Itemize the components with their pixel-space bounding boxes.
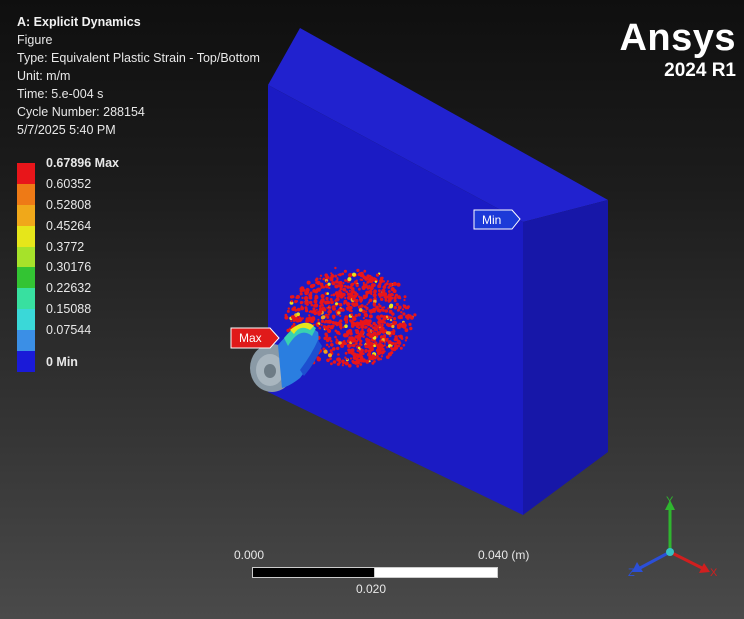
legend-swatch (17, 351, 35, 372)
legend-swatch (17, 288, 35, 310)
legend-label: 0.67896 Max (46, 156, 119, 170)
legend-swatch (17, 163, 35, 184)
legend-label: 0.07544 (46, 323, 92, 338)
info-cycle: Cycle Number: 288154 (17, 105, 145, 119)
legend-swatch (17, 204, 35, 226)
max-probe-label[interactable]: Max (239, 331, 262, 345)
triad-z-label: Z (628, 567, 635, 579)
info-figure: Figure (17, 33, 53, 47)
plate-top-face (268, 28, 608, 222)
result-info: A: Explicit Dynamics Figure Type: Equiva… (17, 13, 260, 139)
legend-label: 0.3772 (46, 239, 85, 254)
legend-swatch (17, 246, 35, 268)
legend-label: 0.52808 (46, 197, 92, 212)
min-probe-label[interactable]: Min (482, 213, 502, 227)
info-date: 5/7/2025 5:40 PM (17, 123, 116, 137)
legend-label: 0.15088 (46, 302, 92, 317)
legend-swatch (17, 309, 35, 331)
info-time: Time: 5.e-004 s (17, 87, 104, 101)
legend-label: 0.60352 (46, 176, 92, 191)
info-type: Type: Equivalent Plastic Strain - Top/Bo… (17, 51, 260, 65)
legend-label: 0.45264 (46, 218, 92, 233)
logo-name: Ansys (619, 17, 736, 59)
logo-version: 2024 R1 (664, 60, 736, 81)
ansys-logo: Ansys 2024 R1 (619, 18, 736, 82)
legend-label: 0.30176 (46, 260, 92, 275)
triad-y-label: Y (666, 495, 674, 507)
legend-label: 0 Min (46, 355, 78, 370)
legend-label: 0.22632 (46, 281, 92, 296)
legend-swatch (17, 225, 35, 247)
analysis-title: A: Explicit Dynamics (17, 15, 141, 29)
projectile (250, 322, 322, 392)
triad-x-label: X (710, 567, 718, 579)
plate-side-face (523, 200, 608, 515)
info-unit: Unit: m/m (17, 69, 71, 83)
legend-swatch (17, 330, 35, 352)
damage-region (284, 266, 417, 368)
legend-swatch (17, 183, 35, 205)
axis-triad[interactable]: Y X Z (620, 490, 730, 600)
legend-swatch (17, 267, 35, 289)
